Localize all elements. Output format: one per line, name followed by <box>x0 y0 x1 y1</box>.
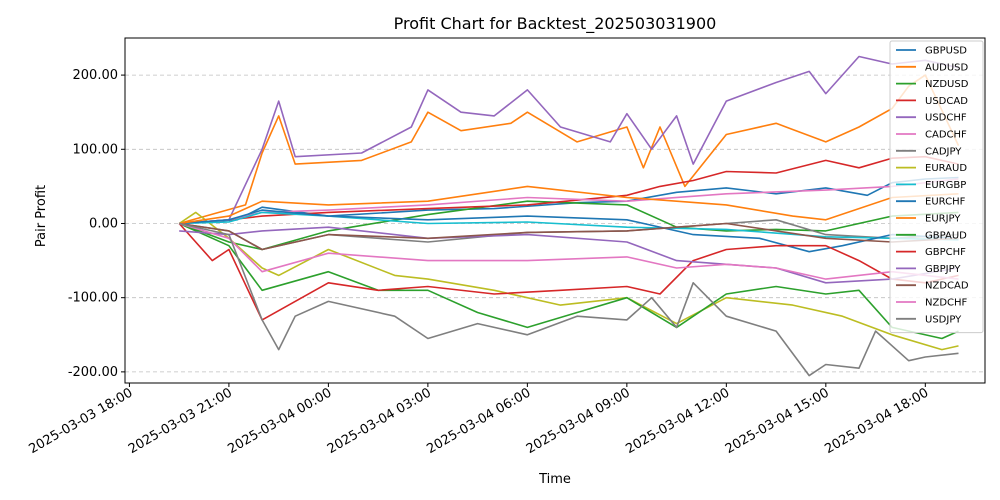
y-ticks: -200.00 -100.00 0.00 100.00 200.00 <box>68 68 125 380</box>
legend: GBPUSD AUDUSD NZDUSD USDCAD USDCHF CADCHF CADJ… <box>889 40 984 334</box>
legend-label: NZDCAD <box>925 281 969 292</box>
y-tick-label: -100.00 <box>68 291 118 306</box>
x-tick-label: 2025-03-03 18:00 <box>26 385 135 457</box>
x-tick-label: 2025-03-04 15:00 <box>723 385 832 457</box>
chart-title: Profit Chart for Backtest_202503031900 <box>394 14 717 34</box>
series-line-usdjpy <box>179 222 959 377</box>
x-tick-label: 2025-03-04 00:00 <box>225 385 334 457</box>
series-line-nzdchf <box>178 222 959 280</box>
y-tick-label: 200.00 <box>73 68 119 83</box>
x-tick-label: 2025-03-04 12:00 <box>623 385 732 457</box>
legend-label: NZDCHF <box>925 298 968 309</box>
series-line-euraud <box>178 211 959 351</box>
x-tick-label: 2025-03-04 06:00 <box>424 385 533 457</box>
series-line-eurgbp <box>179 211 959 241</box>
legend-label: USDJPY <box>925 314 962 325</box>
series-line-eurchf <box>179 209 959 253</box>
legend-box <box>889 40 984 334</box>
legend-label: EURGBP <box>925 180 966 191</box>
y-tick-label: 100.00 <box>73 142 119 157</box>
legend-label: GBPJPY <box>925 264 961 275</box>
y-axis-label: Pair Profit <box>34 185 49 247</box>
x-tick-label: 2025-03-03 21:00 <box>126 385 235 457</box>
series-line-nzdcad <box>179 222 959 251</box>
x-axis-label: Time <box>538 472 571 487</box>
series-line-audusd <box>178 74 960 225</box>
legend-label: CADJPY <box>925 146 962 157</box>
legend-label: GBPAUD <box>925 230 967 241</box>
legend-label: GBPUSD <box>925 46 967 57</box>
legend-label: EURJPY <box>925 214 961 225</box>
series-line-eurjpy <box>179 185 959 225</box>
legend-label: NZDUSD <box>925 79 969 90</box>
legend-label: USDCHF <box>925 113 967 124</box>
legend-label: CADCHF <box>925 130 967 141</box>
legend-label: GBPCHF <box>925 247 966 258</box>
legend-label: AUDUSD <box>925 62 969 73</box>
legend-label: USDCAD <box>925 96 968 107</box>
plot-frame <box>124 37 986 384</box>
series-line-gbpaud <box>178 222 959 340</box>
x-tick-label: 2025-03-04 03:00 <box>325 385 434 457</box>
legend-label: EURCHF <box>925 197 966 208</box>
series-lines <box>178 55 960 377</box>
x-tick-label: 2025-03-04 18:00 <box>822 385 931 457</box>
series-line-gbpjpy <box>179 226 959 284</box>
y-tick-label: -200.00 <box>68 365 118 380</box>
series-line-usdchf <box>179 55 959 225</box>
legend-label: EURAUD <box>925 163 967 174</box>
x-tick-label: 2025-03-04 09:00 <box>524 385 633 457</box>
y-tick-label: 0.00 <box>89 216 118 231</box>
axes <box>124 37 986 384</box>
